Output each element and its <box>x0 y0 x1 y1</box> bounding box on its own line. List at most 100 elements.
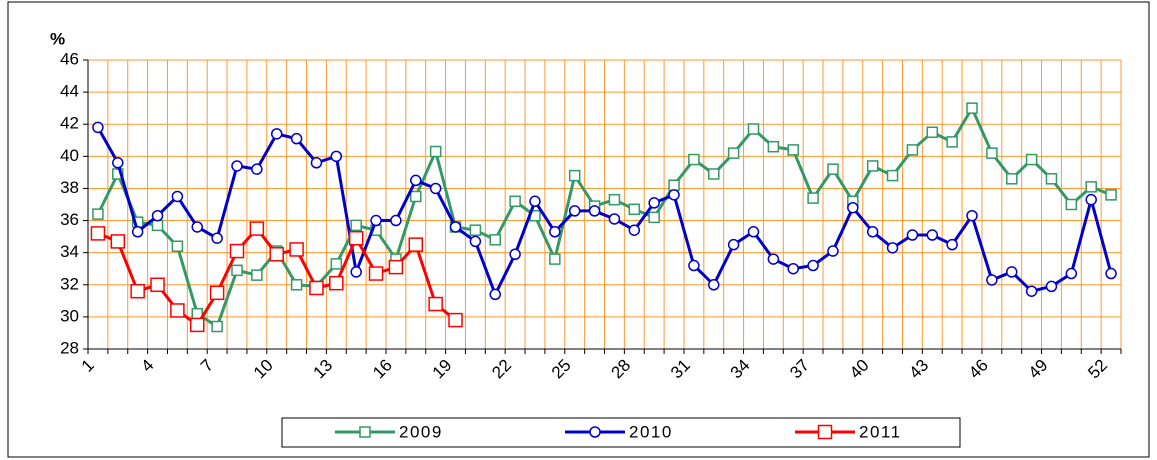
point <box>388 259 404 275</box>
point <box>211 320 223 333</box>
point <box>827 245 839 257</box>
point <box>191 221 204 233</box>
point <box>1005 173 1018 185</box>
point <box>866 226 879 238</box>
point <box>509 248 521 261</box>
point <box>90 226 106 241</box>
point <box>251 269 263 281</box>
point <box>229 243 245 259</box>
point <box>92 208 104 220</box>
point <box>648 197 660 209</box>
point <box>269 247 284 262</box>
point <box>688 153 700 166</box>
point <box>171 240 184 252</box>
point <box>886 242 899 254</box>
point <box>886 169 899 182</box>
point <box>449 221 462 233</box>
point <box>986 274 998 286</box>
point <box>588 205 601 217</box>
point <box>211 232 223 244</box>
point <box>708 168 720 180</box>
point <box>568 169 581 182</box>
point <box>589 426 601 438</box>
point <box>112 168 124 180</box>
legend-label: 2009 <box>399 422 443 441</box>
point <box>1005 266 1018 278</box>
point <box>410 174 422 187</box>
point <box>350 266 362 278</box>
point <box>429 182 442 195</box>
point <box>1045 280 1058 293</box>
point <box>549 253 561 265</box>
point <box>926 126 939 138</box>
point <box>787 144 799 156</box>
point <box>906 229 919 241</box>
point <box>290 279 303 291</box>
point <box>926 229 939 241</box>
point <box>112 157 124 169</box>
point <box>231 160 243 172</box>
y-tick-label: 28 <box>60 338 79 357</box>
point <box>448 312 463 328</box>
point <box>469 235 482 248</box>
point <box>946 136 958 148</box>
point <box>767 140 780 153</box>
point <box>986 147 998 159</box>
series-line <box>96 126 1113 299</box>
point <box>946 238 958 251</box>
point <box>1105 267 1117 280</box>
point <box>131 226 144 238</box>
point <box>329 275 344 291</box>
y-tick-label: 38 <box>60 178 79 197</box>
point <box>509 195 521 208</box>
point <box>747 123 760 135</box>
point <box>906 144 919 156</box>
point <box>549 226 561 238</box>
legend-label: 2010 <box>629 422 673 441</box>
point <box>350 219 362 232</box>
point <box>608 193 621 206</box>
chart-border <box>7 1 1150 458</box>
y-tick-label: 42 <box>60 114 79 133</box>
point <box>628 203 641 216</box>
point <box>1025 153 1038 166</box>
y-tick-label: 46 <box>60 49 79 68</box>
point <box>249 221 265 236</box>
legend-label: 2011 <box>859 422 902 441</box>
point <box>429 145 442 158</box>
point <box>966 102 978 114</box>
point <box>209 285 225 301</box>
point <box>489 288 501 301</box>
point <box>688 259 700 272</box>
point <box>370 214 382 227</box>
y-axis-label: % <box>50 29 65 48</box>
point <box>330 150 343 163</box>
point <box>151 219 164 232</box>
point <box>787 262 799 275</box>
point <box>410 190 422 203</box>
point <box>847 201 859 214</box>
point <box>1025 285 1038 297</box>
point <box>408 237 424 252</box>
point <box>817 424 833 440</box>
y-tick-label: 36 <box>60 210 79 229</box>
point <box>171 190 184 203</box>
y-tick-label: 34 <box>60 242 79 261</box>
point <box>827 163 839 175</box>
point <box>309 280 324 296</box>
point <box>708 279 720 291</box>
point <box>190 317 205 333</box>
point <box>150 277 165 293</box>
point <box>469 224 482 236</box>
point <box>359 426 371 438</box>
point <box>1085 181 1097 193</box>
point <box>270 128 283 140</box>
point <box>727 147 740 159</box>
point <box>231 264 243 277</box>
point <box>1065 267 1078 280</box>
y-tick-label: 44 <box>60 82 79 101</box>
point <box>310 157 323 169</box>
point <box>807 192 819 204</box>
y-tick-label: 40 <box>60 146 79 165</box>
y-tick-label: 32 <box>60 274 79 293</box>
